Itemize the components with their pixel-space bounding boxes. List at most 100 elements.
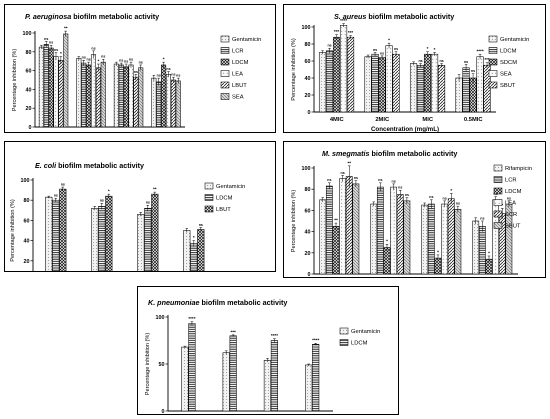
bar-ldcm-0-5mic bbox=[161, 64, 167, 128]
significance-label: ns bbox=[134, 70, 138, 74]
bar-ldcm-mic bbox=[123, 66, 129, 128]
legend-label-sea: SEA bbox=[500, 72, 512, 78]
bar-ldcm-0-5mic bbox=[462, 67, 470, 113]
bar-sdcm-4mic bbox=[332, 36, 341, 113]
legend-label-gentamicin: Gentamicin bbox=[351, 329, 380, 335]
legend-label-lcr: LCR bbox=[232, 49, 244, 55]
significance-label: ns bbox=[443, 196, 447, 200]
y-tick-label: 80 bbox=[305, 42, 311, 48]
bar-gentamicin-mic bbox=[409, 63, 418, 113]
bar-gentamicin-4mic bbox=[181, 346, 189, 412]
bar-ldcm-4mic bbox=[188, 323, 196, 412]
legend-swatch-rifampicin bbox=[493, 164, 503, 172]
legend-swatch-lcr bbox=[493, 176, 503, 183]
legend-swatch-scr bbox=[493, 210, 503, 218]
y-tick-label: 80 bbox=[26, 50, 32, 56]
bar-scr-2mic bbox=[396, 194, 404, 275]
bar-ldcm-2mic bbox=[371, 53, 379, 113]
bar-gentamicin-0-5mic bbox=[305, 364, 313, 412]
legend-label-gentamicin: Gentamicin bbox=[216, 184, 245, 190]
legend-swatch-gentamicin bbox=[204, 182, 214, 190]
bar-lbut-mic bbox=[151, 193, 159, 271]
panel-e-coli: E. coli biofilm metabolic activity020406… bbox=[4, 141, 276, 272]
bar-gentamicin-4mic bbox=[318, 52, 327, 113]
x-tick-label: 2MIC bbox=[375, 117, 390, 123]
bar-ldcm-2mic bbox=[98, 205, 106, 271]
legend-label-gentamicin: Gentamicin bbox=[500, 37, 529, 43]
significance-label: * bbox=[450, 188, 452, 193]
significance-label: * bbox=[427, 46, 429, 51]
legend-swatch-gentamicin bbox=[488, 35, 498, 43]
bar-gentamicin-mic bbox=[137, 214, 145, 271]
legend-swatch-sdcm bbox=[488, 58, 498, 66]
chart-title: P. aeruginosa biofilm metabolic activity bbox=[25, 12, 159, 21]
y-tick-label: 100 bbox=[302, 166, 311, 172]
chart-p-aeruginosa: P. aeruginosa biofilm metabolic activity… bbox=[12, 12, 261, 131]
bar-lea-4mic bbox=[339, 178, 347, 275]
y-tick-label: 40 bbox=[305, 230, 311, 236]
bar-gentamicin-mic bbox=[113, 63, 119, 128]
bar-ldcm-0-5mic bbox=[190, 243, 198, 271]
significance-label: ns bbox=[54, 48, 58, 52]
bar-ldcm-4mic bbox=[52, 199, 60, 271]
chart-title: E. coli biofilm metabolic activity bbox=[35, 161, 144, 170]
bar-lcr-0-5mic bbox=[156, 81, 162, 128]
bar-lcr-2mic bbox=[81, 62, 87, 128]
significance-label: ns bbox=[100, 199, 104, 203]
legend-swatch-lbut bbox=[220, 81, 230, 89]
bar-sea-0-5mic bbox=[476, 56, 484, 113]
bar-lcr-4mic bbox=[43, 44, 49, 128]
bar-lea-4mic bbox=[53, 56, 59, 128]
significance-label: ns bbox=[82, 56, 86, 60]
x-axis-label: Concentration (mg/mL) bbox=[371, 126, 439, 132]
y-tick-label: 0 bbox=[29, 125, 32, 131]
bar-rifampicin-2mic bbox=[370, 203, 378, 275]
significance-label: ns bbox=[480, 216, 484, 220]
significance-label: *** bbox=[334, 29, 340, 34]
y-axis-label: Percentage inhibition (%) bbox=[12, 49, 18, 112]
significance-label: * bbox=[388, 38, 390, 43]
bar-scr-4mic bbox=[345, 176, 353, 275]
bar-scr-mic bbox=[447, 198, 455, 275]
y-tick-label: 0 bbox=[308, 110, 311, 116]
bar-gentamicin-2mic bbox=[222, 352, 230, 412]
bar-sdcm-2mic bbox=[378, 57, 386, 113]
significance-label: ns bbox=[139, 60, 143, 64]
y-tick-label: 0 bbox=[162, 409, 165, 414]
bar-lbut-0-5mic bbox=[170, 79, 176, 128]
bar-lcr-mic bbox=[427, 203, 435, 275]
legend-label-ldcm: LDCM bbox=[216, 196, 233, 202]
legend-label-scr: SCR bbox=[505, 212, 517, 218]
significance-label: * bbox=[488, 250, 490, 255]
legend-label-rifampicin: Rifampicin bbox=[505, 166, 532, 172]
chart-e-coli: E. coli biofilm metabolic activity020406… bbox=[10, 161, 245, 271]
y-tick-label: 40 bbox=[26, 87, 32, 93]
significance-label: **** bbox=[188, 316, 195, 321]
significance-label: ns bbox=[129, 58, 133, 62]
bar-sea-2mic bbox=[100, 61, 106, 128]
legend-swatch-sbut bbox=[488, 81, 498, 89]
bar-sbut-2mic bbox=[392, 53, 400, 113]
bar-sea-4mic bbox=[339, 25, 348, 113]
chart-k-pneumoniae: K. pneumoniae biofilm metabolic activity… bbox=[145, 298, 380, 414]
y-axis-label: Percentage inhibition (%) bbox=[291, 190, 297, 253]
significance-label: ns bbox=[87, 58, 91, 62]
y-axis-label: Percentage inhibition (%) bbox=[291, 38, 297, 101]
significance-label: *** bbox=[348, 30, 354, 35]
legend-label-sdcm: SDCM bbox=[500, 60, 517, 66]
legend-swatch-lea bbox=[493, 199, 503, 206]
significance-label: ns bbox=[418, 59, 422, 63]
bar-lea-0-5mic bbox=[165, 74, 171, 128]
significance-label: ns bbox=[61, 182, 65, 186]
bar-sdcm-0-5mic bbox=[469, 77, 477, 113]
panel-k-pneumoniae: K. pneumoniae biofilm metabolic activity… bbox=[137, 286, 399, 415]
significance-label: ns bbox=[176, 74, 180, 78]
bar-sea-mic bbox=[430, 53, 439, 113]
significance-label: ns bbox=[146, 201, 150, 205]
legend-swatch-sea bbox=[488, 70, 498, 77]
chart-title: K. pneumoniae biofilm metabolic activity bbox=[148, 298, 287, 307]
significance-label: ns bbox=[171, 73, 175, 77]
legend-label-lea: LEA bbox=[232, 72, 243, 78]
significance-label: ns bbox=[398, 186, 402, 190]
y-tick-label: 20 bbox=[305, 251, 311, 257]
